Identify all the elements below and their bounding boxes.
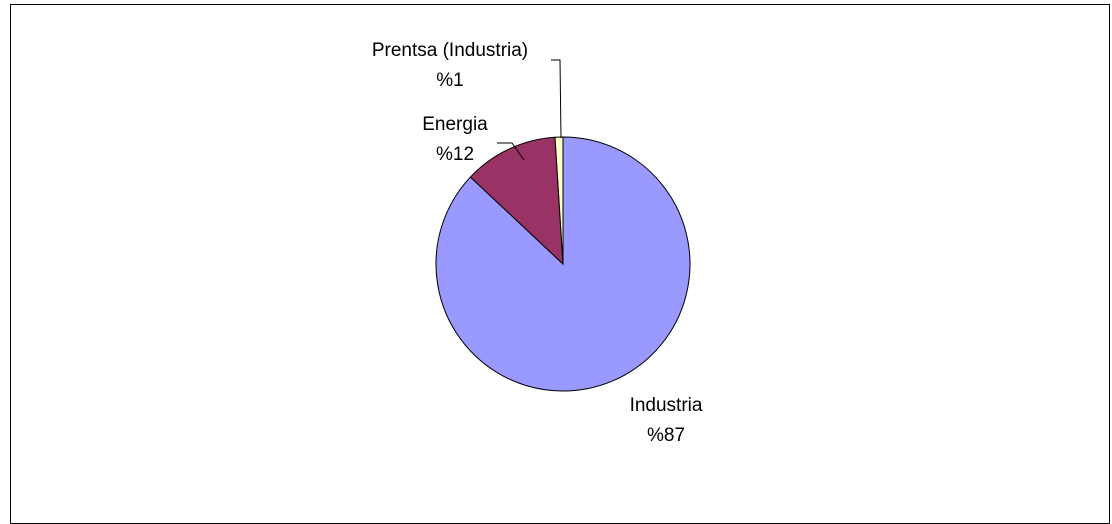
pie-slice-energia (469, 136, 564, 266)
slice-label-energia: Energia %12 (422, 114, 488, 165)
pie-slice-prentsa-industria (554, 136, 564, 265)
leader-line-energia (497, 142, 525, 161)
slice-label-percent: %87 (647, 425, 685, 446)
slice-label-percent: %1 (436, 70, 463, 91)
slice-label-name: Prentsa (Industria) (372, 40, 528, 61)
leader-lines (497, 59, 562, 161)
leader-line-prentsa (551, 59, 562, 139)
slice-label-name: Energia (422, 114, 488, 135)
pie-slices (435, 136, 691, 392)
slice-label-percent: %12 (436, 144, 474, 165)
pie-slice-industria (435, 136, 691, 392)
slice-label-industria: Industria %87 (630, 395, 703, 446)
slice-label-prentsa: Prentsa (Industria) %1 (372, 40, 528, 91)
slice-label-name: Industria (630, 395, 703, 416)
